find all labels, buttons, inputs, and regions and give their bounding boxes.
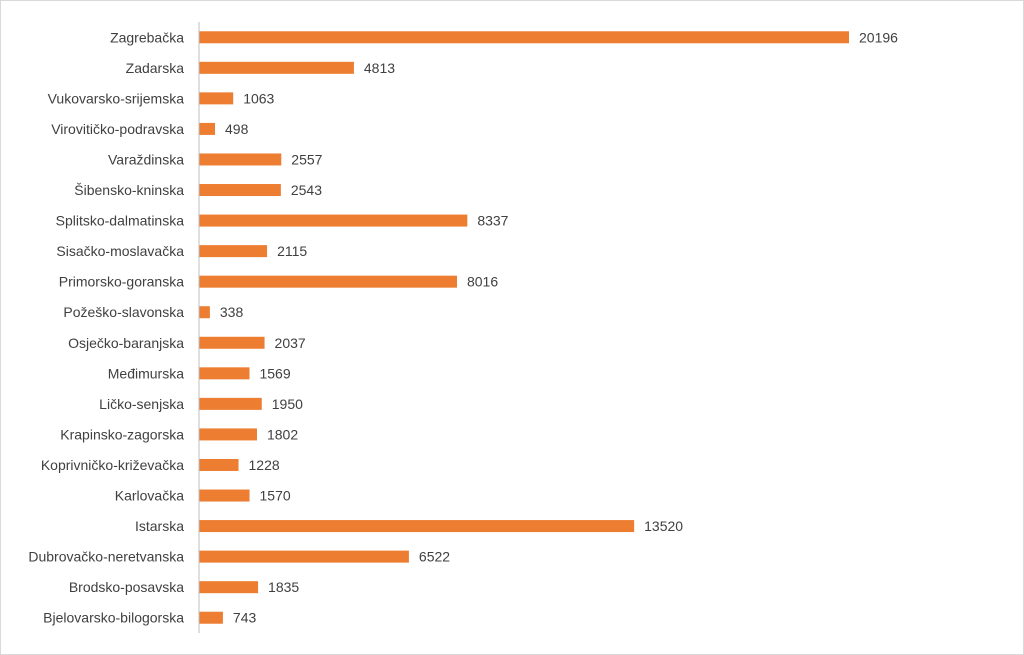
value-label: 2115 [277, 243, 307, 259]
value-label: 6522 [419, 549, 450, 565]
bar [199, 611, 223, 624]
value-label: 498 [225, 121, 249, 137]
value-label: 2037 [275, 335, 306, 351]
value-label: 13520 [644, 518, 683, 534]
bars-group [199, 31, 849, 624]
value-label: 338 [220, 304, 244, 320]
value-label: 1063 [243, 90, 274, 106]
bar [199, 458, 239, 471]
bar [199, 550, 409, 563]
category-label: Međimurska [108, 365, 184, 381]
value-label: 8337 [477, 213, 508, 229]
category-label: Požeško-slavonska [63, 304, 184, 320]
category-labels: Zagrebačka Zadarska Vukovarsko-srijemska Vi… [28, 29, 184, 625]
bar [199, 214, 468, 227]
value-label: 743 [233, 610, 257, 626]
category-label: Osječko-baranjska [68, 335, 184, 351]
category-label: Šibensko-kninska [74, 182, 184, 198]
bar [199, 122, 216, 135]
bar [199, 581, 259, 594]
category-label: Vukovarsko-srijemska [48, 90, 185, 106]
category-label: Karlovačka [115, 488, 184, 504]
category-label: Virovitičko-podravska [51, 121, 184, 137]
value-label: 1228 [249, 457, 280, 473]
category-label: Zadarska [126, 60, 185, 76]
bar [199, 61, 354, 74]
value-label: 2543 [291, 182, 322, 198]
value-labels: 20196 4813 1063 498 2557 2543 8337 2115 8016 338 2… [220, 29, 898, 625]
value-label: 1570 [260, 488, 291, 504]
value-label: 4813 [364, 60, 395, 76]
bar [199, 31, 849, 44]
category-label: Varaždinska [108, 151, 184, 167]
bar [199, 245, 268, 258]
category-label: Bjelovarsko-bilogorska [43, 610, 184, 626]
bar [199, 367, 250, 380]
bar [199, 336, 265, 349]
value-label: 1802 [267, 426, 298, 442]
bar [199, 397, 262, 410]
category-label: Brodsko-posavska [69, 579, 184, 595]
category-label: Splitsko-dalmatinska [56, 213, 185, 229]
category-label: Krapinsko-zagorska [60, 426, 184, 442]
bar [199, 153, 282, 166]
bar [199, 428, 257, 441]
category-label: Dubrovačko-neretvanska [28, 549, 184, 565]
bar [199, 520, 635, 533]
bar [199, 92, 234, 105]
category-label: Istarska [135, 518, 184, 534]
category-label: Primorsko-goranska [59, 274, 184, 290]
value-label: 20196 [859, 29, 898, 45]
bar [199, 306, 210, 319]
category-label: Sisačko-moslavačka [56, 243, 184, 259]
value-label: 1835 [268, 579, 299, 595]
value-label: 8016 [467, 274, 498, 290]
category-label: Zagrebačka [110, 29, 184, 45]
bar [199, 275, 457, 288]
bar [199, 489, 250, 502]
value-label: 2557 [291, 151, 322, 167]
value-label: 1950 [272, 396, 303, 412]
bar [199, 184, 281, 197]
category-label: Ličko-senjska [99, 396, 184, 412]
category-label: Koprivničko-križevačka [41, 457, 184, 473]
value-label: 1569 [259, 365, 290, 381]
